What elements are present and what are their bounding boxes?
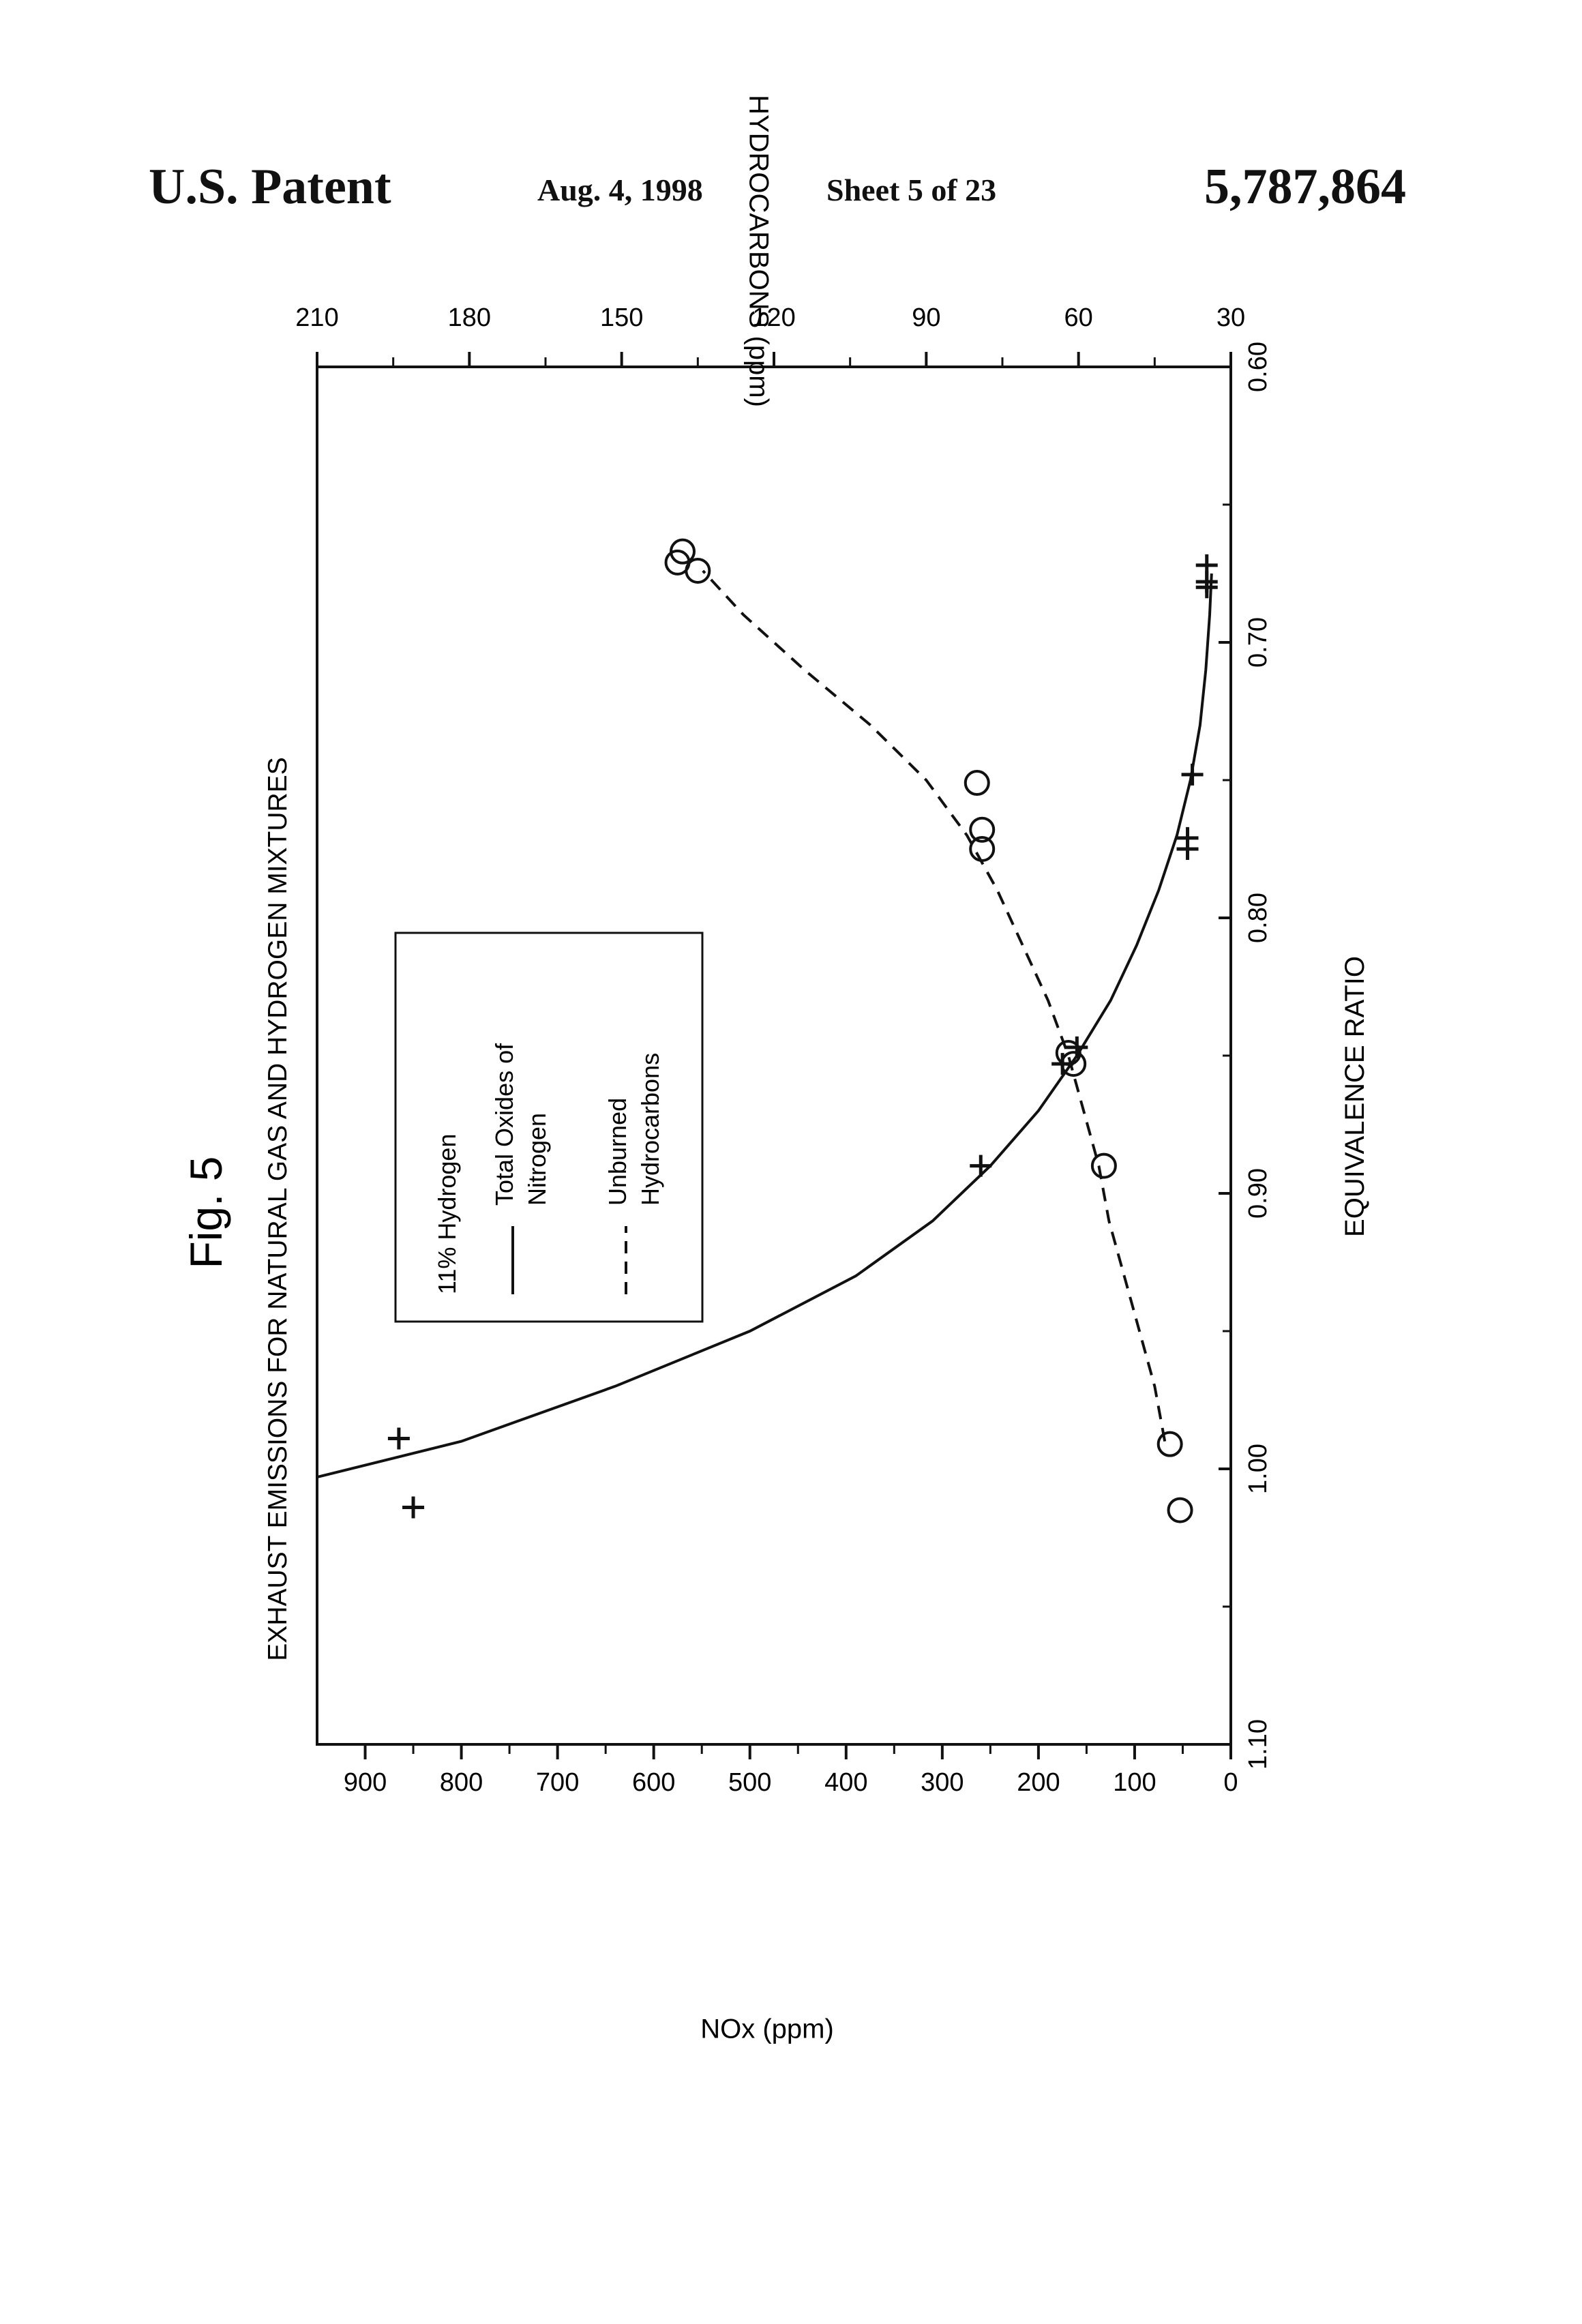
x-tick-label: 1.10 xyxy=(1244,1719,1272,1770)
hydrocarbon-axis: 210180150120906030HYDROCARBONS (ppm) xyxy=(295,95,1245,407)
legend-label-hc-line1: Unburned xyxy=(603,1098,631,1206)
legend-label-nox-line2: Nitrogen xyxy=(523,1113,551,1206)
nox-data-point xyxy=(1182,764,1204,786)
nox-data-point xyxy=(1066,1037,1088,1058)
legend-label-hc-line2: Hydrocarbons xyxy=(636,1053,664,1206)
hc-tick-label: 60 xyxy=(1064,303,1093,332)
nox-tick-label: 300 xyxy=(921,1768,964,1797)
legend: 11% Hydrogen Total Oxides of Nitrogen Un… xyxy=(395,933,702,1322)
x-tick-label: 0.90 xyxy=(1244,1168,1272,1219)
nox-tick-label: 800 xyxy=(440,1768,483,1797)
plot-frame xyxy=(317,367,1231,1744)
nox-tick-label: 200 xyxy=(1017,1768,1060,1797)
chart-title: EXHAUST EMISSIONS FOR NATURAL GAS AND HY… xyxy=(263,757,293,1661)
hc-axis-label: HYDROCARBONS (ppm) xyxy=(743,95,773,407)
hc-data-point xyxy=(1169,1499,1192,1522)
nox-data-point xyxy=(1177,827,1199,849)
nox-fit-curve xyxy=(317,573,1212,1477)
nox-data-point xyxy=(1196,554,1218,576)
hc-data-point xyxy=(1092,1154,1116,1178)
figure-label: Fig. 5 xyxy=(181,1156,231,1268)
nox-data-point xyxy=(388,1428,410,1450)
nox-tick-label: 0 xyxy=(1223,1768,1238,1797)
hc-tick-label: 30 xyxy=(1217,303,1245,332)
nox-tick-label: 600 xyxy=(632,1768,675,1797)
x-tick-label: 0.80 xyxy=(1244,893,1272,943)
nox-tick-label: 500 xyxy=(728,1768,771,1797)
nox-tick-label: 900 xyxy=(344,1768,387,1797)
hc-data-point xyxy=(1159,1433,1182,1456)
nox-tick-label: 700 xyxy=(536,1768,579,1797)
nox-axis: 900 800 700 600 500 400 300 200 100 0 NOx (ppm) xyxy=(344,1744,1238,2044)
hc-tick-label: 180 xyxy=(448,303,491,332)
nox-data-point xyxy=(970,1155,991,1177)
hc-data-point xyxy=(966,771,989,794)
hc-tick-label: 150 xyxy=(600,303,643,332)
hc-tick-label: 210 xyxy=(295,303,338,332)
hc-fit-curve xyxy=(703,571,1165,1442)
legend-title: 11% Hydrogen xyxy=(433,1134,461,1294)
x-axis: 1.10 1.00 0.90 0.80 0.70 0.60 xyxy=(1219,342,1272,1770)
legend-label-nox-line1: Total Oxides of xyxy=(490,1043,518,1206)
nox-data-point xyxy=(402,1497,424,1519)
nox-tick-label: 100 xyxy=(1113,1768,1156,1797)
plot-series xyxy=(317,540,1218,1522)
x-tick-label: 0.70 xyxy=(1244,617,1272,668)
nox-axis-label: NOx (ppm) xyxy=(700,2014,834,2044)
rotated-chart-group: Fig. 5 EXHAUST EMISSIONS FOR NATURAL GAS… xyxy=(181,95,1370,2044)
nox-tick-label: 400 xyxy=(824,1768,867,1797)
x-tick-label: 0.60 xyxy=(1244,342,1272,392)
hc-tick-label: 90 xyxy=(912,303,940,332)
x-tick-label: 1.00 xyxy=(1244,1444,1272,1494)
x-axis-label: EQUIVALENCE RATIO xyxy=(1340,956,1370,1237)
